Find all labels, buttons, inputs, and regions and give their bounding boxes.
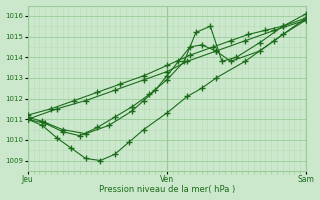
X-axis label: Pression niveau de la mer( hPa ): Pression niveau de la mer( hPa )	[99, 185, 235, 194]
